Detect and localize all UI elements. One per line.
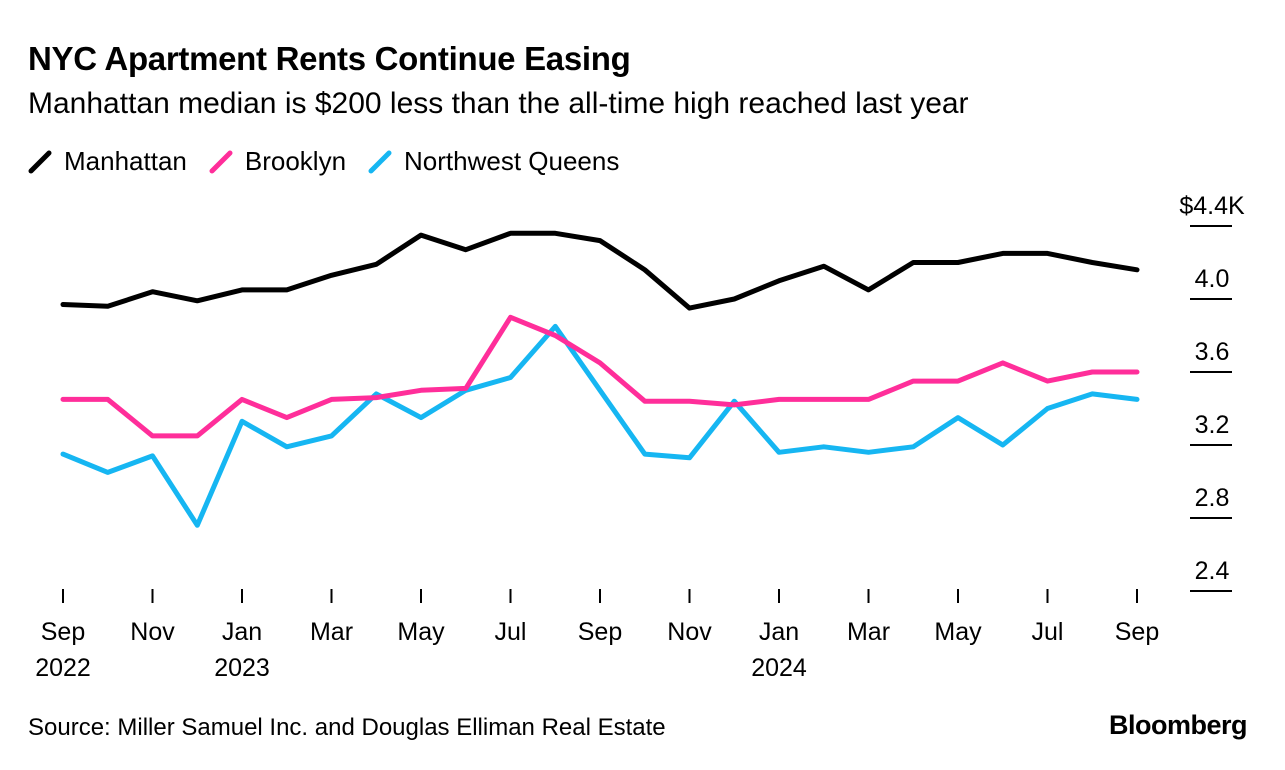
x-year-label-2023: 2023	[214, 654, 270, 682]
y-tick-label-4-4k: $4.4K	[1179, 192, 1245, 220]
y-tick-label-3-6: 3.6	[1195, 338, 1230, 366]
bloomberg-logo: Bloomberg	[1108, 710, 1248, 740]
legend-swatch-manhattan	[28, 150, 52, 173]
x-tick-label-jul-22: Jul	[1032, 618, 1064, 646]
legend-label-manhattan: Manhattan	[64, 146, 187, 176]
x-tick-label-may-20: May	[934, 618, 982, 646]
legend-item-manhattan: Manhattan	[28, 146, 187, 177]
x-tick-label-sep-24: Sep	[1115, 618, 1159, 646]
source-note: Source: Miller Samuel Inc. and Douglas E…	[28, 714, 666, 741]
x-tick-label-may-8: May	[397, 618, 445, 646]
x-tick-label-jul-10: Jul	[495, 618, 527, 646]
legend-item-brooklyn: Brooklyn	[209, 146, 346, 177]
x-axis: Sep 2022 Nov Jan 2023 Mar May Jul Sep Nov Jan 2024 M…	[35, 589, 1159, 682]
x-year-label-2024: 2024	[751, 654, 807, 682]
y-tick-label-2-4: 2.4	[1195, 557, 1230, 585]
y-tick-label-2-8: 2.8	[1195, 484, 1230, 512]
legend-label-brooklyn: Brooklyn	[244, 146, 347, 176]
legend-item-northwest-queens: Northwest Queens	[368, 146, 619, 177]
chart-subtitle: Manhattan median is $200 less than the a…	[28, 87, 969, 120]
x-tick-label-jan-16: Jan	[759, 618, 799, 646]
x-tick-label-mar-18: Mar	[847, 618, 890, 646]
x-tick-label-mar-6: Mar	[310, 618, 353, 646]
series-lines	[60, 230, 1140, 528]
x-tick-label-sep-0: Sep	[41, 618, 85, 646]
y-tick-label-4-0: 4.0	[1195, 265, 1230, 293]
x-tick-label-nov-2: Nov	[130, 618, 175, 646]
x-tick-label-nov-14: Nov	[667, 618, 712, 646]
legend-label-northwest-queens: Northwest Queens	[404, 146, 620, 176]
legend-swatch-northwest-queens	[368, 150, 392, 173]
series-line-manhattan	[60, 230, 1140, 311]
series-line-northwest-queens	[60, 323, 1140, 528]
series-line-brooklyn	[60, 314, 1140, 439]
y-axis: $4.4K 4.0 3.6 3.2 2.8 2.4	[1179, 192, 1245, 592]
x-year-label-2022: 2022	[35, 654, 91, 682]
chart-legend: Manhattan Brooklyn Northwest Queens	[28, 146, 641, 177]
chart-title: NYC Apartment Rents Continue Easing	[28, 40, 631, 77]
y-tick-label-3-2: 3.2	[1195, 411, 1230, 439]
x-tick-label-jan-4: Jan	[222, 618, 262, 646]
x-tick-label-sep-12: Sep	[578, 618, 622, 646]
legend-swatch-brooklyn	[209, 150, 233, 173]
